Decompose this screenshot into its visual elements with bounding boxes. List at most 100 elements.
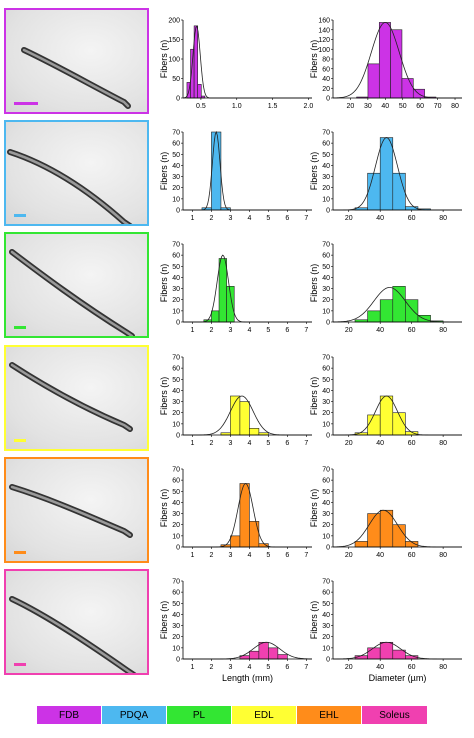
- y-tick-label: 0: [176, 320, 180, 327]
- y-tick-label: 20: [172, 297, 180, 304]
- histogram-bar: [379, 137, 394, 211]
- histogram-edl-diameter: 0 10 20 30 40 50 60 70 20 40 60 80 Fibers (n): [308, 347, 468, 459]
- fiber-image-edl: [9, 362, 133, 432]
- y-tick-label: 30: [172, 511, 180, 518]
- y-tick-label: 20: [322, 185, 330, 192]
- histogram-soleus-diameter: 0 10 20 30 40 50 60 70 20 40 60 80 Fibers (n) Diamete…: [308, 571, 468, 697]
- histogram-ehl-diameter: 0 10 20 30 40 50 60 70 20 40 60 80 Fibers (n): [308, 459, 468, 571]
- x-tick-label: 4: [247, 327, 251, 334]
- legend-item-ehl: EHL: [297, 706, 362, 724]
- fiber-photo-fdb: [4, 8, 149, 114]
- x-tick-label: 4: [247, 664, 251, 671]
- fiber-image-ehl: [9, 484, 133, 538]
- x-tick-label: 7: [304, 215, 308, 222]
- histogram-pl-diameter: 0 10 20 30 40 50 60 70 20 40 60 80 Fibers (n): [308, 234, 468, 346]
- fiber-image-pl: [9, 249, 135, 336]
- y-tick-label: 30: [172, 286, 180, 293]
- y-tick-label: 0: [326, 208, 330, 215]
- x-tick-label: 7: [304, 440, 308, 447]
- y-axis-label: Fibers (n): [159, 601, 169, 640]
- y-axis-label: Fibers (n): [159, 40, 169, 79]
- y-tick-label: 20: [322, 522, 330, 529]
- x-tick-label: 80: [439, 215, 447, 222]
- legend-item-edl: EDL: [232, 706, 297, 724]
- x-tick-label: 5: [266, 215, 270, 222]
- y-tick-label: 200: [168, 18, 180, 25]
- y-axis-label: Fibers (n): [309, 377, 319, 416]
- histogram-bar: [378, 22, 391, 99]
- scale-bar-ehl: [14, 551, 26, 554]
- fiber-photo-ehl: [4, 457, 149, 563]
- fiber-image-pdqa: [7, 149, 133, 224]
- y-tick-label: 10: [172, 196, 180, 203]
- scale-bar-soleus: [14, 663, 26, 666]
- x-tick-label: 2.0: [304, 103, 314, 110]
- x-tick-label: 3: [228, 327, 232, 334]
- y-axis-label: Fibers (n): [309, 489, 319, 528]
- histogram-bar: [367, 310, 381, 323]
- histogram-bar: [197, 84, 202, 99]
- y-tick-label: 50: [172, 489, 180, 496]
- muscle-fiber-highlight: [10, 485, 132, 537]
- histogram-svg: 0 10 20 30 40 50 60 70 1 2 3 4 5 6 7 Fibers (n): [159, 242, 312, 334]
- x-tick-label: 60: [408, 327, 416, 334]
- histogram-bar: [249, 428, 260, 436]
- x-tick-label: 3: [228, 552, 232, 559]
- y-axis-label: Fibers (n): [309, 264, 319, 303]
- x-tick-label: 80: [439, 664, 447, 671]
- y-tick-label: 160: [318, 18, 330, 25]
- y-tick-label: 30: [172, 623, 180, 630]
- y-tick-label: 20: [322, 297, 330, 304]
- y-tick-label: 50: [172, 76, 180, 83]
- histogram-ehl-length: 0 10 20 30 40 50 60 70 1 2 3 4 5 6 7 Fibers (n): [158, 459, 318, 571]
- y-tick-label: 30: [322, 286, 330, 293]
- y-tick-label: 80: [322, 57, 330, 64]
- x-axis-label: Diameter (µm): [369, 673, 427, 683]
- y-tick-label: 10: [322, 645, 330, 652]
- y-tick-label: 40: [172, 612, 180, 619]
- histogram-bar: [258, 641, 269, 660]
- histogram-bar: [379, 395, 394, 436]
- x-tick-label: 1.0: [232, 103, 242, 110]
- y-tick-label: 0: [176, 96, 180, 103]
- gaussian-fit-curve: [183, 130, 312, 211]
- y-tick-label: 60: [172, 253, 180, 260]
- y-tick-label: 70: [172, 130, 180, 137]
- fiber-photo-pdqa: [4, 120, 149, 226]
- muscle-legend: FDB PDQA PL EDL EHL Soleus: [37, 706, 427, 724]
- x-tick-label: 40: [376, 664, 384, 671]
- y-tick-label: 60: [322, 66, 330, 73]
- x-tick-label: 2: [210, 327, 214, 334]
- y-tick-label: 40: [172, 163, 180, 170]
- x-tick-label: 4: [247, 552, 251, 559]
- y-tick-label: 70: [172, 467, 180, 474]
- y-tick-label: 60: [322, 366, 330, 373]
- y-axis-label: Fibers (n): [159, 152, 169, 191]
- y-tick-label: 70: [322, 467, 330, 474]
- x-tick-label: 7: [304, 664, 308, 671]
- y-tick-label: 0: [326, 96, 330, 103]
- histogram-fdb-diameter: 0 20 40 60 80 100 120 140 160 20 30 40 50 60 70 80 Fiber…: [308, 10, 468, 122]
- x-tick-label: 70: [434, 103, 442, 110]
- histogram-bar: [211, 131, 222, 211]
- y-axis-label: Fibers (n): [159, 489, 169, 528]
- histogram-svg: 0 10 20 30 40 50 60 70 20 40 60 80 Fibers (n): [309, 467, 462, 559]
- y-tick-label: 0: [326, 657, 330, 664]
- x-tick-label: 5: [266, 664, 270, 671]
- y-tick-label: 0: [326, 433, 330, 440]
- x-tick-label: 1.5: [268, 103, 278, 110]
- y-tick-label: 50: [322, 601, 330, 608]
- histogram-pl-length: 0 10 20 30 40 50 60 70 1 2 3 4 5 6 7 Fibers (n): [158, 234, 318, 346]
- fiber-image-fdb: [21, 47, 131, 109]
- y-tick-label: 30: [322, 399, 330, 406]
- y-tick-label: 40: [322, 612, 330, 619]
- y-tick-label: 0: [176, 208, 180, 215]
- y-tick-label: 40: [322, 163, 330, 170]
- x-tick-label: 20: [347, 103, 355, 110]
- y-tick-label: 100: [318, 47, 330, 54]
- histogram-bar: [258, 543, 269, 548]
- histogram-svg: 0 10 20 30 40 50 60 70 20 40 60 80 Fibers (n): [309, 242, 462, 334]
- x-tick-label: 20: [345, 664, 353, 671]
